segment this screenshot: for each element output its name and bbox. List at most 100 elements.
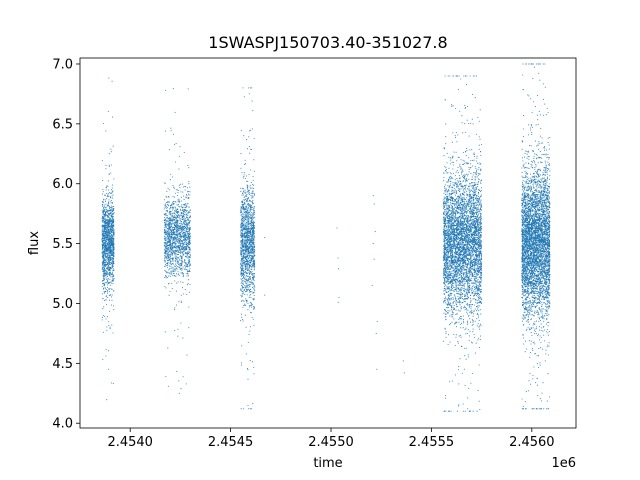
data-point xyxy=(241,240,243,242)
data-point xyxy=(101,316,104,318)
data-point xyxy=(111,266,114,269)
data-point xyxy=(244,304,246,306)
data-point xyxy=(242,206,244,208)
data-point xyxy=(106,223,108,225)
data-point xyxy=(242,286,244,288)
data-point xyxy=(243,271,245,273)
data-point xyxy=(177,201,179,203)
data-point xyxy=(187,245,189,247)
data-point xyxy=(446,285,448,288)
data-point xyxy=(179,251,181,254)
data-point xyxy=(167,257,169,259)
data-point xyxy=(466,207,468,209)
data-point xyxy=(241,296,243,298)
data-point xyxy=(189,251,191,253)
data-point xyxy=(177,328,179,330)
data-point xyxy=(164,212,166,214)
data-point xyxy=(249,210,251,212)
data-point xyxy=(463,305,465,307)
data-point xyxy=(168,234,170,236)
data-point xyxy=(253,209,255,211)
data-point xyxy=(109,207,111,209)
data-point xyxy=(244,159,246,161)
data-point xyxy=(252,228,254,230)
data-point xyxy=(101,246,104,248)
data-point xyxy=(168,228,170,230)
data-point xyxy=(465,307,467,309)
data-point xyxy=(240,254,242,256)
data-point xyxy=(241,225,244,228)
data-point xyxy=(166,276,169,279)
data-point xyxy=(110,164,112,166)
data-point xyxy=(105,219,107,221)
data-point xyxy=(179,155,181,157)
data-point xyxy=(246,289,249,291)
data-point xyxy=(113,308,115,311)
data-point xyxy=(252,306,254,308)
data-point xyxy=(448,301,450,303)
data-point xyxy=(112,283,114,285)
data-point xyxy=(186,255,188,257)
data-point xyxy=(241,172,243,174)
data-point xyxy=(462,315,464,317)
data-point xyxy=(172,232,174,234)
data-point xyxy=(450,178,452,180)
data-point xyxy=(105,213,107,215)
data-point xyxy=(176,204,178,206)
data-point xyxy=(189,248,191,250)
data-point xyxy=(241,234,243,236)
data-point xyxy=(467,211,469,213)
data-point xyxy=(112,243,114,245)
data-point xyxy=(112,271,114,273)
data-point xyxy=(189,291,191,293)
data-point xyxy=(240,153,242,155)
data-point xyxy=(175,213,177,215)
data-point xyxy=(105,211,107,213)
data-point xyxy=(186,197,188,199)
data-point xyxy=(249,254,251,256)
data-point xyxy=(175,253,177,255)
data-point xyxy=(113,209,115,211)
data-point xyxy=(242,278,244,280)
data-point xyxy=(111,195,113,197)
data-point xyxy=(247,215,249,217)
data-point xyxy=(177,232,179,234)
data-point xyxy=(253,245,255,247)
data-point xyxy=(109,191,111,194)
data-point xyxy=(248,208,250,210)
data-point xyxy=(180,191,182,193)
data-point xyxy=(244,192,246,195)
data-point xyxy=(166,264,168,266)
data-point xyxy=(107,215,109,217)
data-point xyxy=(243,191,245,193)
data-point xyxy=(182,268,184,270)
data-point xyxy=(182,276,184,278)
data-point xyxy=(166,258,168,260)
data-point xyxy=(110,268,112,270)
data-point xyxy=(168,251,170,253)
data-point xyxy=(104,265,107,267)
data-point xyxy=(109,284,111,286)
data-point xyxy=(171,237,173,239)
data-point xyxy=(244,280,247,282)
data-point xyxy=(106,226,109,228)
data-point xyxy=(110,238,112,240)
data-point xyxy=(174,270,176,272)
data-point xyxy=(247,207,249,209)
data-point xyxy=(110,259,112,261)
data-point xyxy=(253,373,255,375)
data-point xyxy=(479,328,481,330)
data-point xyxy=(102,211,104,213)
data-point xyxy=(176,218,178,221)
data-point xyxy=(242,282,244,284)
data-point xyxy=(176,253,178,256)
data-point xyxy=(170,173,172,175)
data-point xyxy=(470,183,472,185)
data-point xyxy=(246,194,248,196)
data-point xyxy=(253,272,255,275)
data-point xyxy=(187,239,189,241)
data-point xyxy=(169,254,171,256)
data-point xyxy=(244,203,246,205)
data-point xyxy=(102,331,104,333)
data-point xyxy=(472,315,474,317)
